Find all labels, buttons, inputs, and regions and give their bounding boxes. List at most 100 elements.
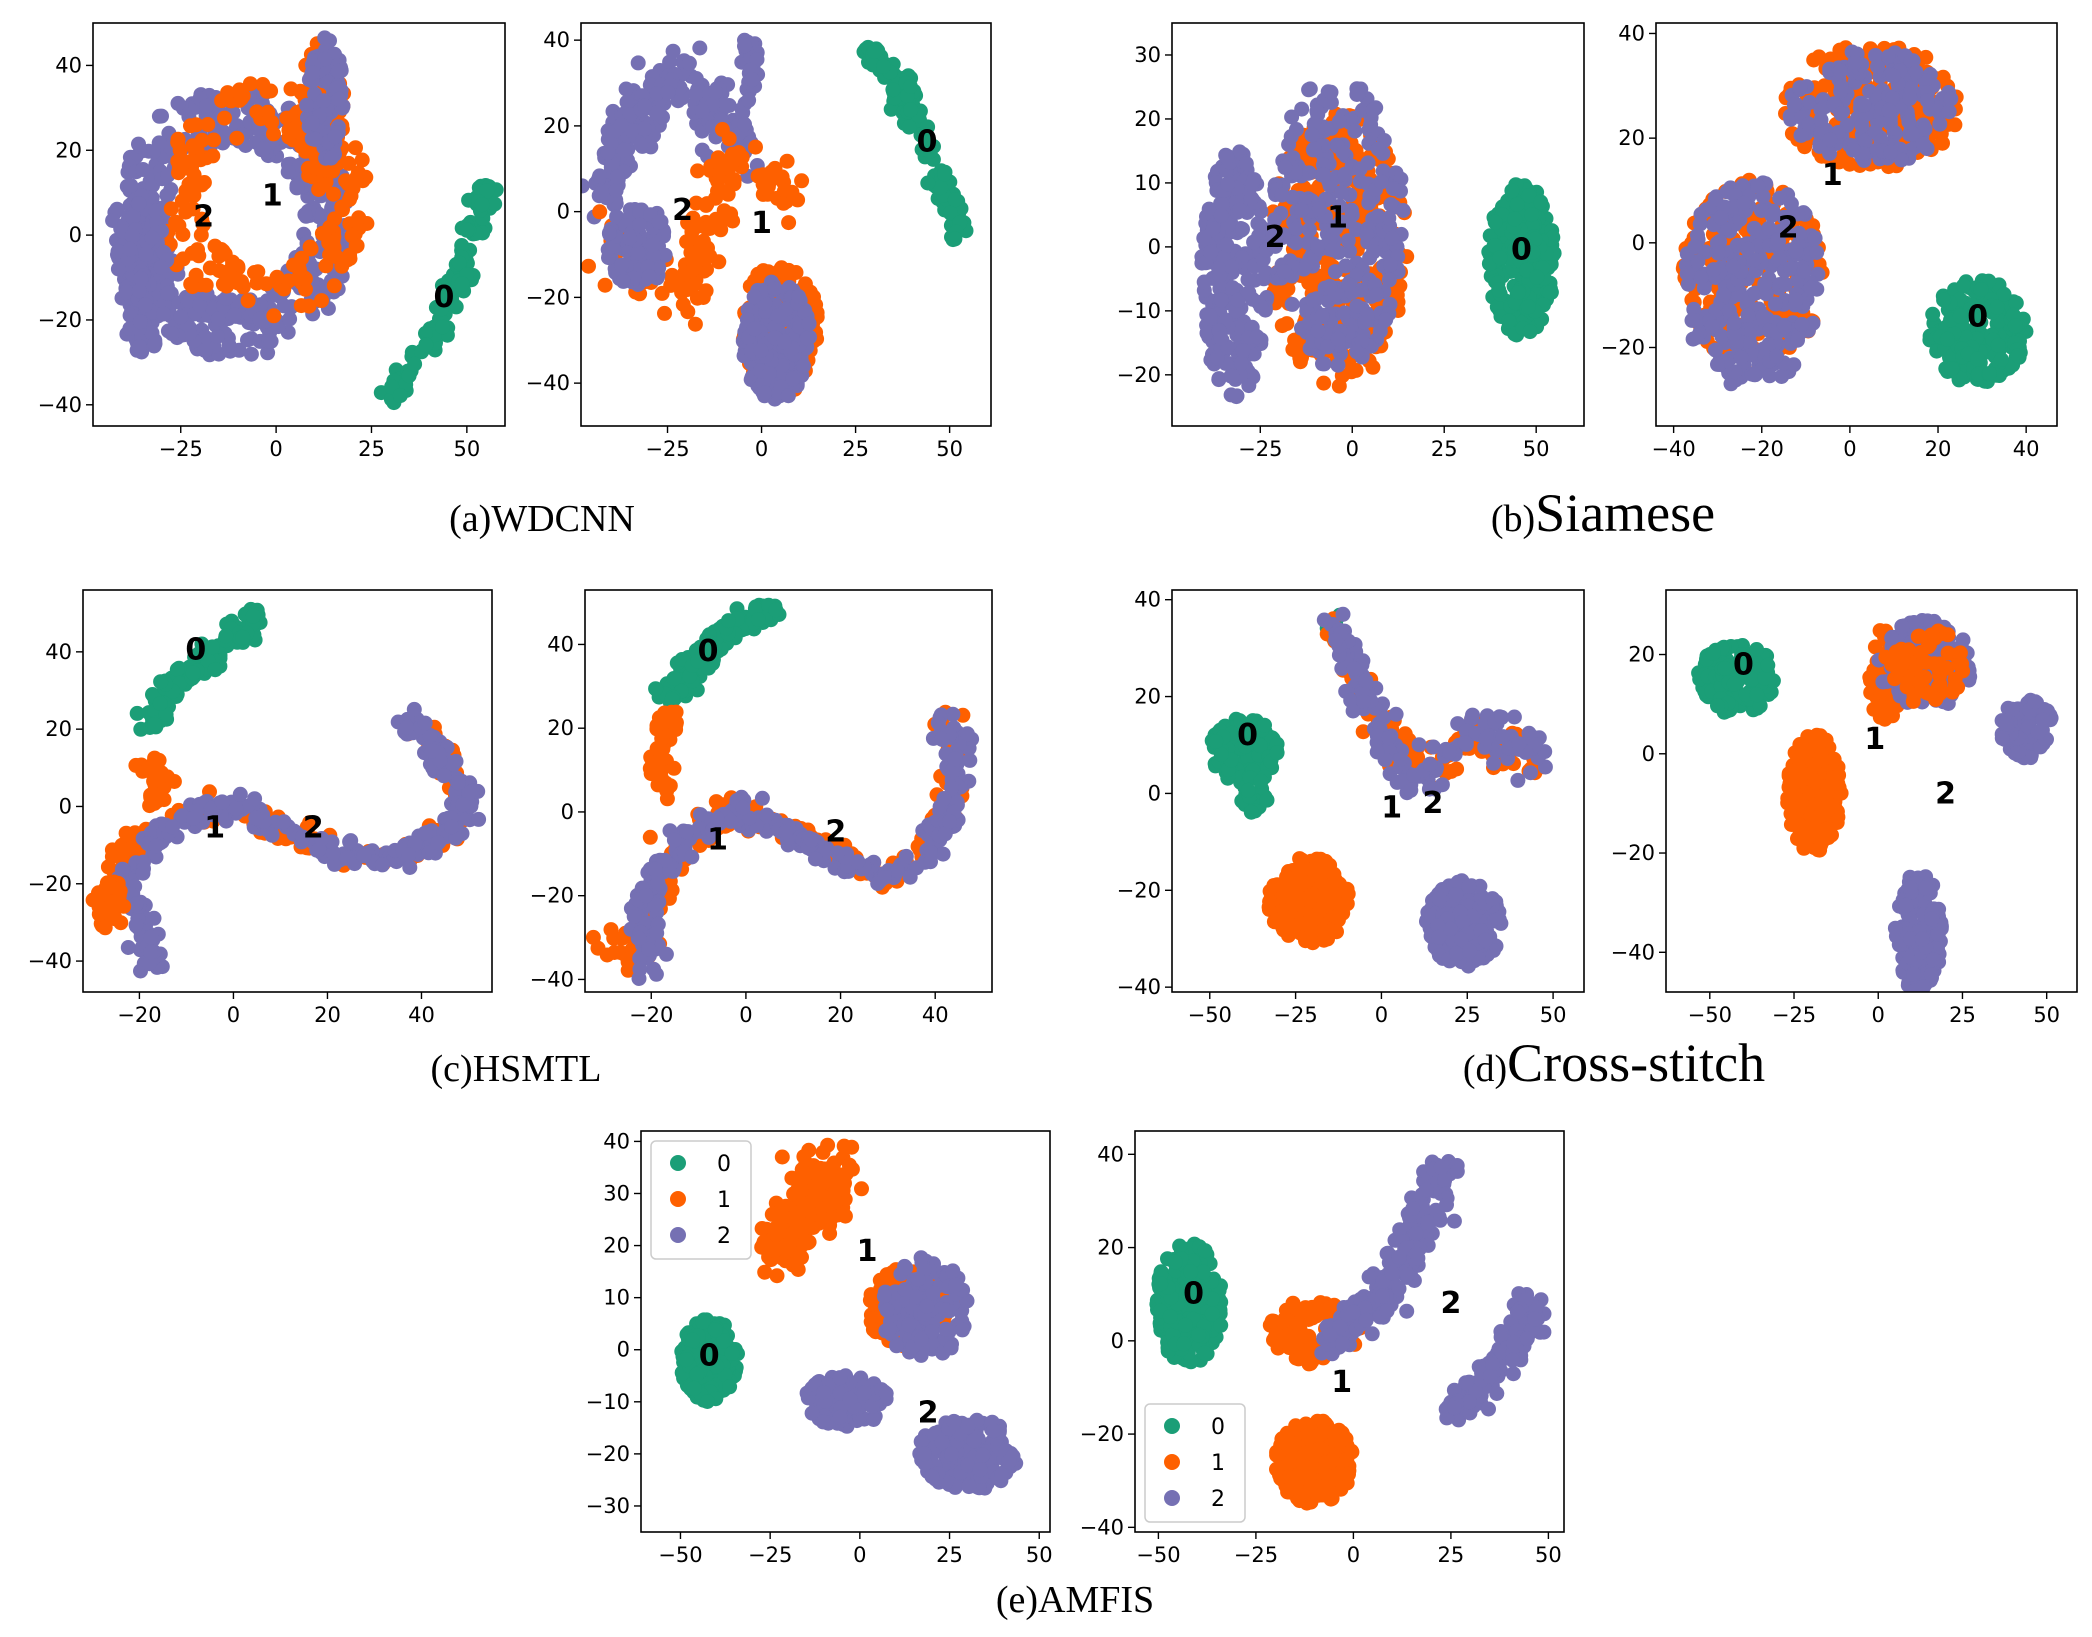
scatter-point-class-0 xyxy=(920,175,936,191)
x-tick-label: 0 xyxy=(269,437,282,461)
scatter-point-class-1 xyxy=(146,773,162,789)
scatter-point-class-0 xyxy=(1507,242,1522,258)
scatter-point-class-2 xyxy=(1770,232,1786,248)
scatter-point-class-2 xyxy=(692,40,708,56)
scatter-point-class-2 xyxy=(1355,102,1370,118)
scatter-point-class-0 xyxy=(153,674,169,690)
y-tick-label: 40 xyxy=(543,28,570,52)
scatter-point-class-2 xyxy=(148,203,164,219)
scatter-point-class-2 xyxy=(221,337,237,353)
scatter-point-class-2 xyxy=(1707,191,1723,207)
scatter-point-class-2 xyxy=(1884,90,1900,106)
scatter-point-class-1 xyxy=(748,139,763,155)
scatter-point-class-2 xyxy=(1224,368,1240,384)
scatter-point-class-2 xyxy=(1241,378,1257,394)
scatter-point-class-0 xyxy=(1952,308,1968,324)
x-tick-label: −25 xyxy=(159,437,203,461)
scatter-point-class-2 xyxy=(1783,260,1798,276)
scatter-point-class-2 xyxy=(327,129,343,145)
y-tick-label: −40 xyxy=(38,393,82,417)
scatter-point-class-1 xyxy=(170,134,186,150)
scatter-point-class-2 xyxy=(1847,55,1863,71)
scatter-point-class-2 xyxy=(1783,196,1799,212)
y-tick-label: 20 xyxy=(1134,107,1161,131)
scatter-point-class-2 xyxy=(1370,141,1386,157)
scatter-point-class-2 xyxy=(1341,277,1356,292)
scatter-point-class-2 xyxy=(1294,101,1310,117)
scatter-point-class-1 xyxy=(1301,275,1317,291)
scatter-point-class-0 xyxy=(903,102,919,118)
scatter-point-class-2 xyxy=(327,856,342,872)
scatter-point-class-1 xyxy=(186,188,202,203)
scatter-point-class-0 xyxy=(407,356,423,372)
scatter-point-class-0 xyxy=(926,139,941,154)
scatter-point-class-2 xyxy=(1710,245,1726,261)
scatter-point-class-1 xyxy=(334,199,350,215)
scatter-point-class-0 xyxy=(1522,324,1538,340)
scatter-point-class-2 xyxy=(1710,356,1725,372)
scatter-point-class-2 xyxy=(1779,209,1795,225)
scatter-point-class-1 xyxy=(592,204,608,220)
scatter-point-class-1 xyxy=(722,159,738,175)
scatter-point-class-1 xyxy=(186,167,202,183)
scatter-point-class-2 xyxy=(1774,369,1790,384)
scatter-point-class-2 xyxy=(124,228,140,244)
scatter-point-class-2 xyxy=(1305,292,1321,308)
scatter-point-class-2 xyxy=(1296,261,1312,277)
scatter-point-class-2 xyxy=(1726,326,1742,342)
scatter-point-class-2 xyxy=(110,261,126,277)
scatter-point-class-0 xyxy=(1989,299,2005,315)
scatter-point-class-2 xyxy=(780,388,796,404)
scatter-point-class-2 xyxy=(1328,220,1344,236)
scatter-point-class-0 xyxy=(235,629,251,645)
scatter-point-class-2 xyxy=(608,183,624,198)
scatter-point-class-2 xyxy=(297,207,313,223)
scatter-point-class-2 xyxy=(1870,58,1885,74)
scatter-point-class-0 xyxy=(152,696,168,711)
scatter-point-class-1 xyxy=(259,83,275,99)
cluster-label: 0 xyxy=(917,125,938,160)
cluster-label: 2 xyxy=(1778,211,1799,246)
scatter-point-class-2 xyxy=(1809,245,1825,260)
scatter-point-class-2 xyxy=(1788,243,1804,259)
scatter-point-class-0 xyxy=(418,325,433,341)
scatter-point-class-2 xyxy=(1338,258,1354,274)
scatter-point-class-0 xyxy=(158,707,174,722)
scatter-point-class-2 xyxy=(138,246,154,262)
scatter-point-class-2 xyxy=(1220,176,1236,192)
scatter-point-class-0 xyxy=(1529,269,1545,285)
scatter-point-class-2 xyxy=(791,289,806,304)
scatter-point-class-1 xyxy=(174,193,190,209)
scatter-point-class-1 xyxy=(200,117,216,132)
scatter-point-class-2 xyxy=(1365,102,1381,118)
scatter-point-class-2 xyxy=(210,311,226,327)
scatter-point-class-2 xyxy=(323,150,339,166)
scatter-point-class-0 xyxy=(1509,197,1525,212)
scatter-point-class-2 xyxy=(592,168,608,184)
scatter-point-class-2 xyxy=(1932,116,1948,132)
scatter-point-class-0 xyxy=(434,301,449,317)
scatter-point-class-2 xyxy=(1372,323,1388,339)
scatter-point-class-2 xyxy=(630,55,646,71)
scatter-point-class-0 xyxy=(2008,295,2024,311)
scatter-point-class-2 xyxy=(1330,331,1346,347)
scatter-point-class-2 xyxy=(622,230,638,246)
scatter-point-class-2 xyxy=(312,207,328,223)
scatter-point-class-2 xyxy=(1901,114,1917,130)
scatter-points xyxy=(105,30,504,411)
scatter-point-class-0 xyxy=(1524,207,1540,223)
scatter-point-class-2 xyxy=(156,306,171,322)
scatter-point-class-2 xyxy=(614,257,630,273)
scatter-point-class-1 xyxy=(266,126,281,142)
scatter-point-class-2 xyxy=(1833,106,1849,122)
scatter-point-class-2 xyxy=(688,71,704,86)
scatter-point-class-2 xyxy=(1359,226,1375,242)
scatter-point-class-2 xyxy=(1219,149,1235,165)
scatter-point-class-0 xyxy=(245,608,261,624)
scatter-point-class-1 xyxy=(266,308,282,324)
x-tick-label: 40 xyxy=(2013,437,2040,461)
scatter-point-class-0 xyxy=(1993,352,2009,367)
